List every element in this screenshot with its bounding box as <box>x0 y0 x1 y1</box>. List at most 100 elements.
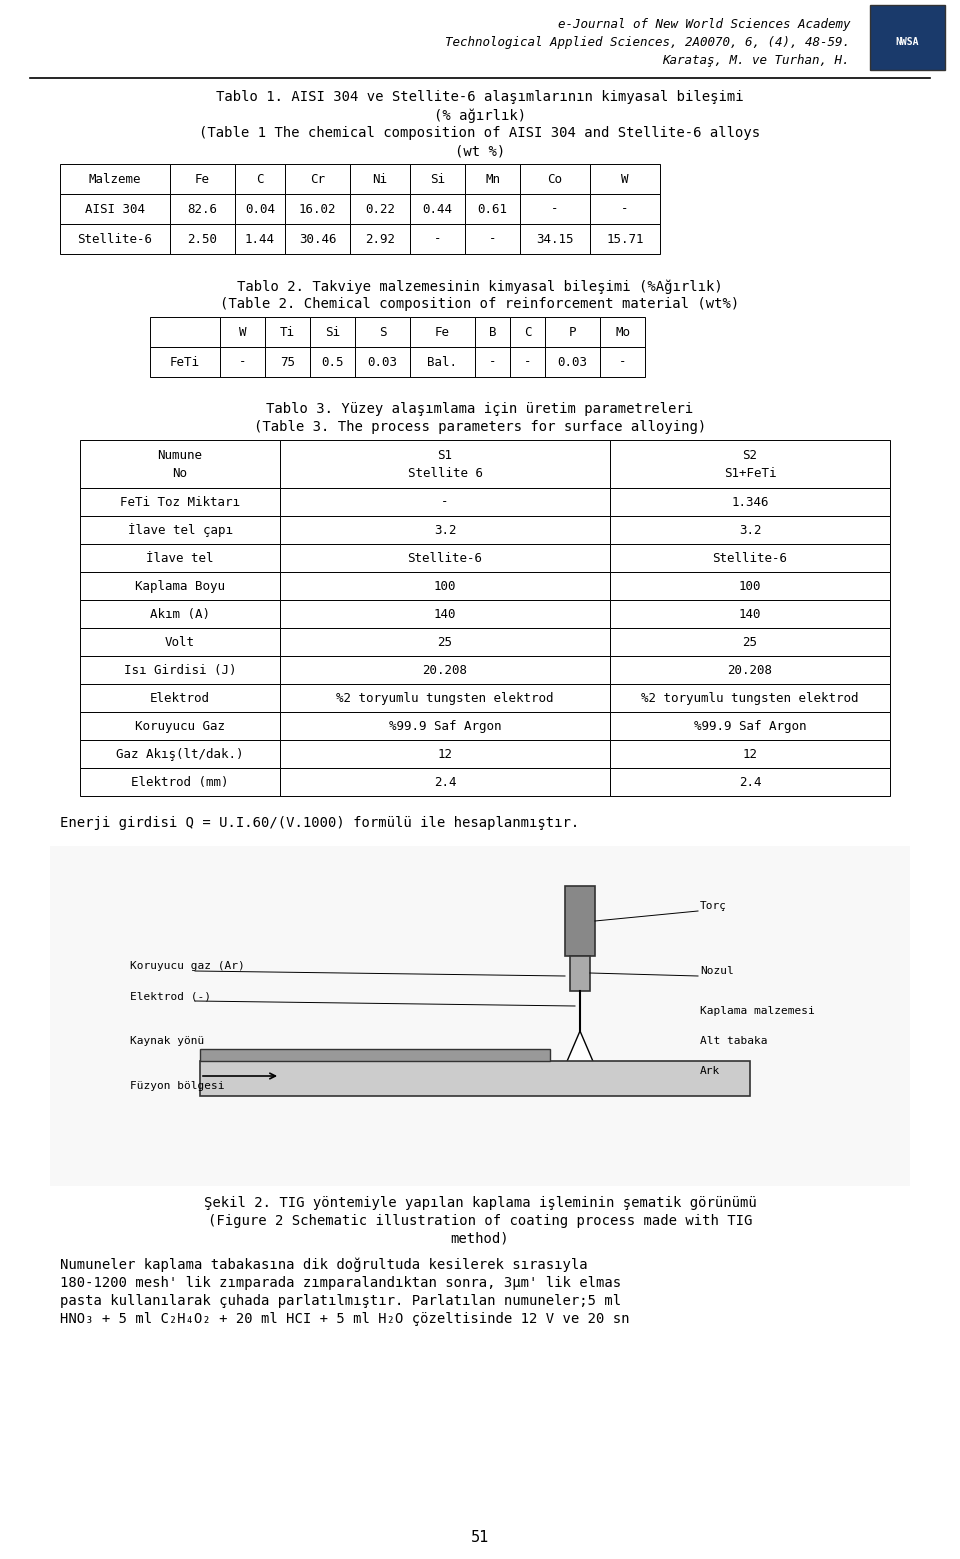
Text: Enerji girdisi Q = U.I.60/(V.1000) formülü ile hesaplanmıştır.: Enerji girdisi Q = U.I.60/(V.1000) formü… <box>60 815 579 829</box>
Text: (Table 3. The process parameters for surface alloying): (Table 3. The process parameters for sur… <box>253 419 707 433</box>
Bar <box>610 741 890 769</box>
Bar <box>350 193 410 224</box>
Bar <box>570 956 590 992</box>
Text: 3.2: 3.2 <box>739 524 761 536</box>
Text: Technological Applied Sciences, 2A0070, 6, (4), 48-59.: Technological Applied Sciences, 2A0070, … <box>445 36 850 48</box>
Text: 140: 140 <box>434 608 456 620</box>
Bar <box>610 656 890 684</box>
Bar <box>410 193 465 224</box>
Text: İlave tel: İlave tel <box>146 552 214 564</box>
Bar <box>610 572 890 600</box>
Text: 20.208: 20.208 <box>728 664 773 677</box>
Text: Cr: Cr <box>310 173 325 186</box>
Bar <box>510 316 545 348</box>
Bar <box>280 488 610 516</box>
Text: 0.03: 0.03 <box>558 355 588 368</box>
Bar <box>350 164 410 193</box>
Text: method): method) <box>450 1232 510 1246</box>
Text: -: - <box>489 355 496 368</box>
Bar <box>80 516 280 544</box>
Text: W: W <box>621 173 629 186</box>
Bar <box>150 316 220 348</box>
Text: 30.46: 30.46 <box>299 232 336 245</box>
Text: 15.71: 15.71 <box>607 232 644 245</box>
Text: Füzyon bölgesi: Füzyon bölgesi <box>130 1080 225 1091</box>
Bar <box>350 224 410 254</box>
Text: Kaplama Boyu: Kaplama Boyu <box>135 580 225 592</box>
Bar <box>200 1049 550 1062</box>
Text: Co: Co <box>547 173 563 186</box>
Bar <box>80 712 280 741</box>
Bar <box>610 712 890 741</box>
Text: Malzeme: Malzeme <box>88 173 141 186</box>
Bar <box>545 348 600 377</box>
Text: 25: 25 <box>438 636 452 649</box>
Text: 0.5: 0.5 <box>322 355 344 368</box>
Bar <box>590 164 660 193</box>
Bar <box>590 224 660 254</box>
Text: 75: 75 <box>280 355 295 368</box>
Text: (Figure 2 Schematic illustration of coating process made with TIG: (Figure 2 Schematic illustration of coat… <box>207 1214 753 1228</box>
Text: Kaynak yönü: Kaynak yönü <box>130 1037 204 1046</box>
Text: 0.03: 0.03 <box>368 355 397 368</box>
Text: %99.9 Saf Argon: %99.9 Saf Argon <box>694 720 806 733</box>
Text: 20.208: 20.208 <box>422 664 468 677</box>
Bar <box>590 193 660 224</box>
Bar <box>280 516 610 544</box>
Text: 140: 140 <box>739 608 761 620</box>
Bar <box>465 193 520 224</box>
Text: 25: 25 <box>742 636 757 649</box>
Text: Mo: Mo <box>615 326 630 338</box>
Bar <box>50 847 910 1186</box>
Text: Numuneler kaplama tabakasına dik doğrultuda kesilerek sırasıyla: Numuneler kaplama tabakasına dik doğrult… <box>60 1258 588 1272</box>
Text: S2
S1+FeTi: S2 S1+FeTi <box>724 449 777 480</box>
Bar <box>465 164 520 193</box>
Text: Şekil 2. TIG yöntemiyle yapılan kaplama işleminin şematik görünümü: Şekil 2. TIG yöntemiyle yapılan kaplama … <box>204 1196 756 1210</box>
Text: 3.2: 3.2 <box>434 524 456 536</box>
Text: Akım (A): Akım (A) <box>150 608 210 620</box>
Bar <box>170 224 235 254</box>
Text: Alt tabaka: Alt tabaka <box>700 1037 767 1046</box>
Bar <box>200 1062 750 1096</box>
Bar <box>80 684 280 712</box>
Text: Koruyucu Gaz: Koruyucu Gaz <box>135 720 225 733</box>
Bar <box>870 5 945 70</box>
Text: 0.61: 0.61 <box>477 203 508 215</box>
Bar <box>545 316 600 348</box>
Bar <box>235 193 285 224</box>
Text: FeTi Toz Miktarı: FeTi Toz Miktarı <box>120 496 240 508</box>
Text: -: - <box>619 355 626 368</box>
Text: Stellite-6: Stellite-6 <box>78 232 153 245</box>
Bar <box>610 628 890 656</box>
Text: S: S <box>379 326 386 338</box>
Text: Ti: Ti <box>280 326 295 338</box>
Bar <box>285 164 350 193</box>
Bar <box>220 348 265 377</box>
Text: Isı Girdisi (J): Isı Girdisi (J) <box>124 664 236 677</box>
Text: %2 toryumlu tungsten elektrod: %2 toryumlu tungsten elektrod <box>336 692 554 705</box>
Polygon shape <box>565 1030 595 1066</box>
Text: (% ağırlık): (% ağırlık) <box>434 108 526 123</box>
Bar <box>610 516 890 544</box>
Text: Bal.: Bal. <box>427 355 458 368</box>
Text: 2.92: 2.92 <box>365 232 395 245</box>
Text: %99.9 Saf Argon: %99.9 Saf Argon <box>389 720 501 733</box>
Bar <box>60 164 170 193</box>
Bar <box>310 316 355 348</box>
Text: İlave tel çapı: İlave tel çapı <box>128 522 232 536</box>
Text: Torç: Torç <box>700 901 727 910</box>
Bar <box>475 316 510 348</box>
Bar <box>80 572 280 600</box>
Text: Tablo 3. Yüzey alaşımlama için üretim parametreleri: Tablo 3. Yüzey alaşımlama için üretim pa… <box>267 402 693 416</box>
Bar <box>565 886 595 956</box>
Text: HNO₃ + 5 ml C₂H₄O₂ + 20 ml HCI + 5 ml H₂O çözeltisinde 12 V ve 20 sn: HNO₃ + 5 ml C₂H₄O₂ + 20 ml HCI + 5 ml H₂… <box>60 1313 630 1327</box>
Text: Tablo 2. Takviye malzemesinin kimyasal bileşimi (%Ağırlık): Tablo 2. Takviye malzemesinin kimyasal b… <box>237 279 723 293</box>
Text: Kaplama malzemesi: Kaplama malzemesi <box>700 1006 815 1016</box>
Text: Gaz Akış(lt/dak.): Gaz Akış(lt/dak.) <box>116 747 244 761</box>
Bar <box>610 544 890 572</box>
Bar <box>80 741 280 769</box>
Text: Fe: Fe <box>435 326 450 338</box>
Bar <box>510 348 545 377</box>
Text: C: C <box>524 326 531 338</box>
Bar <box>610 684 890 712</box>
